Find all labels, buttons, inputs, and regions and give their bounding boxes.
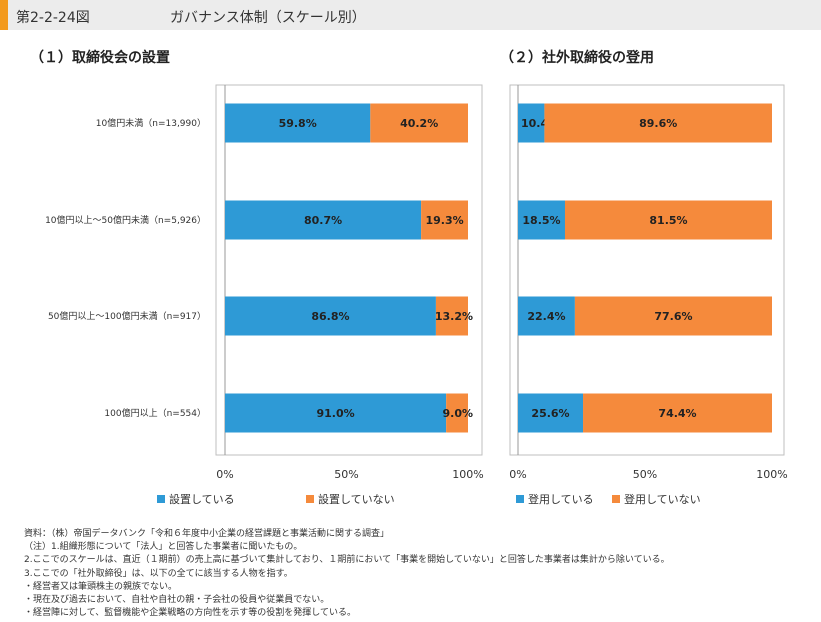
- chart1-data-label: 9.0%: [442, 407, 473, 420]
- chart2-data-label: 89.6%: [639, 117, 677, 130]
- chart1-legend-swatch: [306, 495, 314, 503]
- category-label: 10億円以上～50億円未満（n=5,926）: [45, 214, 206, 226]
- chart1-bar-no-2: [421, 200, 468, 240]
- chart2-legend-swatch: [516, 495, 524, 503]
- chart2-tick-label: 50%: [633, 468, 657, 481]
- note-bullet-1: ・経営者又は筆頭株主の親族でない。: [24, 581, 178, 592]
- chart1-legend-label: 設置している: [169, 492, 235, 506]
- category-label: 100億円以上（n=554）: [104, 407, 206, 419]
- chart1-title: （１）取締役会の設置: [30, 50, 170, 66]
- category-label: 10億円未満（n=13,990）: [96, 117, 206, 129]
- header-accent-bar: [0, 0, 8, 30]
- chart2-legend-swatch: [612, 495, 620, 503]
- note-3: 3.ここでの「社外取締役」は、以下の全てに該当する人物を指す。: [24, 568, 293, 579]
- chart2-bar-yes-4: [518, 393, 584, 433]
- chart1-bar-yes-3: [225, 296, 436, 336]
- chart1-bar-yes-4: [225, 393, 447, 433]
- chart2-title: （２）社外取締役の登用: [500, 50, 654, 66]
- chart2-legend-label: 登用している: [528, 492, 594, 506]
- chart2-legend-label: 登用していない: [624, 492, 701, 506]
- chart1-data-label: 59.8%: [279, 117, 317, 130]
- chart2-data-label: 18.5%: [522, 214, 560, 227]
- chart1-legend-swatch: [157, 495, 165, 503]
- chart2-data-label: 22.4%: [527, 310, 565, 323]
- chart1-data-label: 91.0%: [316, 407, 354, 420]
- figure-title: ガバナンス体制（スケール別）: [170, 10, 366, 26]
- note-1: （注）1.組織形態について「法人」と回答した事業者に聞いたもの。: [24, 542, 303, 553]
- chart1-plot-frame: [215, 84, 483, 456]
- chart2-bar-no-3: [574, 296, 772, 336]
- note-2: 2.ここでのスケールは、直近（１期前）の売上高に基づいて集計しており、１期前にお…: [24, 555, 670, 566]
- chart1-tick-label: 50%: [334, 468, 358, 481]
- chart1-bar-yes-1: [225, 103, 371, 143]
- chart2-bar-no-4: [583, 393, 772, 433]
- chart2-bar-no-2: [564, 200, 772, 240]
- chart1-data-label: 86.8%: [311, 310, 349, 323]
- note-source: 資料：（株）帝国データバンク「令和６年度中小企業の経営課題と事業活動に関する調査…: [24, 529, 389, 539]
- chart1-data-label: 80.7%: [304, 214, 342, 227]
- chart1-bar-no-3: [435, 296, 468, 336]
- chart1-data-label: 13.2%: [435, 310, 473, 323]
- chart1-data-label: 40.2%: [400, 117, 438, 130]
- notes-section: 資料：（株）帝国データバンク「令和６年度中小企業の経営課題と事業活動に関する調査…: [24, 528, 814, 620]
- chart2-bar-yes-1: [518, 103, 545, 143]
- note-bullet-3: ・経営陣に対して、監督機能や企業戦略の方向性を示す等の役割を発揮している。: [24, 608, 357, 619]
- chart2-data-label: 74.4%: [658, 407, 696, 420]
- figure-label: 第2-2-24図: [16, 10, 90, 26]
- chart1-tick-label: 0%: [216, 468, 233, 481]
- chart2-tick-label: 100%: [756, 468, 787, 481]
- figure-header: 第2-2-24図 ガバナンス体制（スケール別）: [0, 0, 821, 30]
- chart1-bar-yes-2: [225, 200, 422, 240]
- chart1-bar-no-4: [446, 393, 468, 433]
- chart1-data-label: 19.3%: [425, 214, 463, 227]
- chart2-bar-yes-2: [518, 200, 565, 240]
- chart2-tick-label: 0%: [509, 468, 526, 481]
- chart2-data-label: 25.6%: [531, 407, 569, 420]
- chart1-bar-no-1: [370, 103, 468, 143]
- chart2-data-label: 77.6%: [654, 310, 692, 323]
- chart1-tick-label: 100%: [452, 468, 483, 481]
- chart2-bar-no-1: [544, 103, 772, 143]
- note-bullet-2: ・現在及び過去において、自社や自社の親・子会社の役員や従業員でない。: [24, 595, 330, 606]
- chart2-bar-yes-3: [518, 296, 575, 336]
- chart2-data-label: 81.5%: [649, 214, 687, 227]
- chart2-plot-frame: [509, 84, 785, 456]
- chart1-legend-label: 設置していない: [318, 492, 395, 506]
- category-label: 50億円以上～100億円未満（n=917）: [48, 310, 206, 322]
